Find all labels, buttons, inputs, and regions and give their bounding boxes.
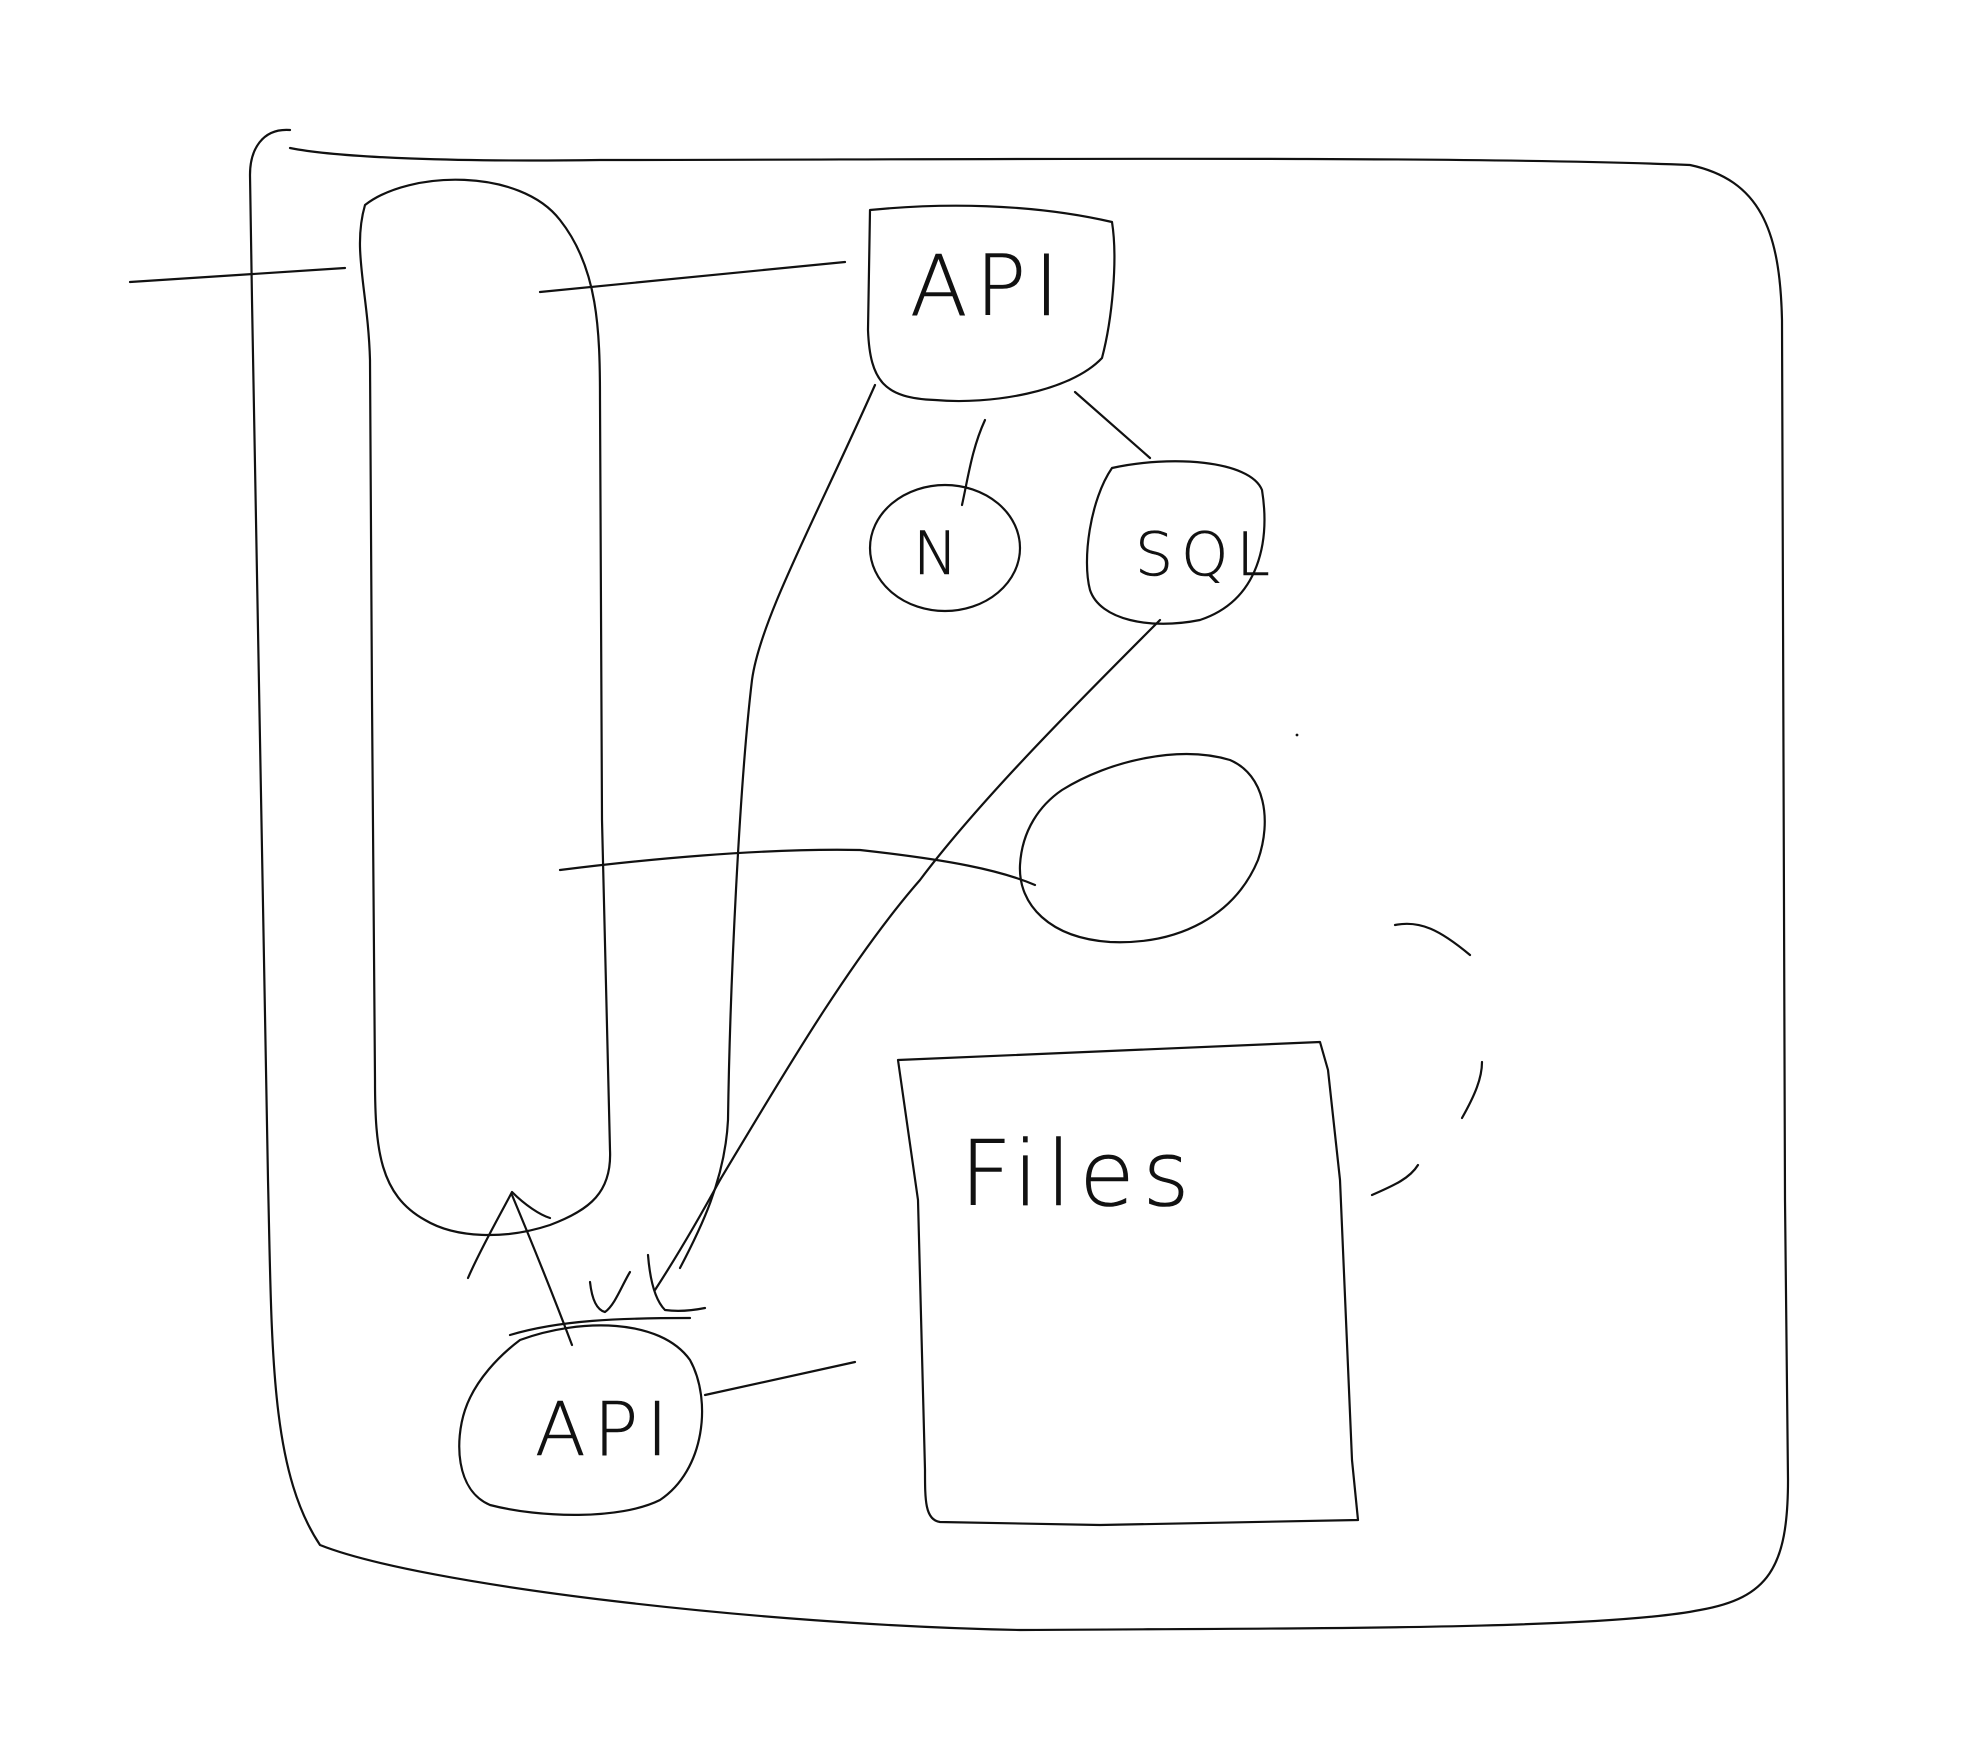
api-top-to-n-edge	[960, 418, 987, 507]
left-capsule	[358, 178, 612, 1237]
api-top-to-sql-edge	[1073, 390, 1152, 460]
api-top-label: API	[910, 237, 1067, 335]
api-bottom-label: API	[535, 1387, 676, 1473]
outer-boundary	[248, 128, 1790, 1632]
files-label: Files	[960, 1122, 1198, 1227]
arrowhead-capsule	[466, 1190, 552, 1280]
stray-dot	[1295, 733, 1299, 737]
arrowhead-api-top-edge	[588, 1270, 632, 1314]
files-to-oval-dash-3	[1393, 922, 1472, 957]
sql-node	[1085, 460, 1266, 625]
files-box	[896, 1040, 1360, 1527]
api-bottom-to-capsule-edge	[510, 1193, 574, 1347]
unlabeled-oval	[1018, 753, 1266, 944]
capsule-to-api-top-edge	[538, 260, 847, 294]
sql-label: SQL	[1135, 520, 1278, 590]
capsule-to-oval-edge	[558, 848, 1037, 887]
arrowhead-crossbar	[508, 1316, 692, 1337]
arrowhead-sql-edge	[646, 1253, 707, 1312]
external-entry-line	[128, 266, 347, 284]
n-label: N	[913, 519, 966, 589]
files-to-oval-dash-1	[1370, 1163, 1420, 1197]
api-top-box	[866, 204, 1116, 403]
api-bottom-to-files-edge	[703, 1360, 857, 1397]
sql-to-api-bottom-edge	[653, 618, 1162, 1292]
files-to-oval-dash-2	[1460, 1060, 1484, 1120]
api-top-to-api-bottom-edge	[678, 383, 877, 1270]
api-bottom-node	[458, 1324, 704, 1516]
n-node	[868, 483, 1022, 613]
